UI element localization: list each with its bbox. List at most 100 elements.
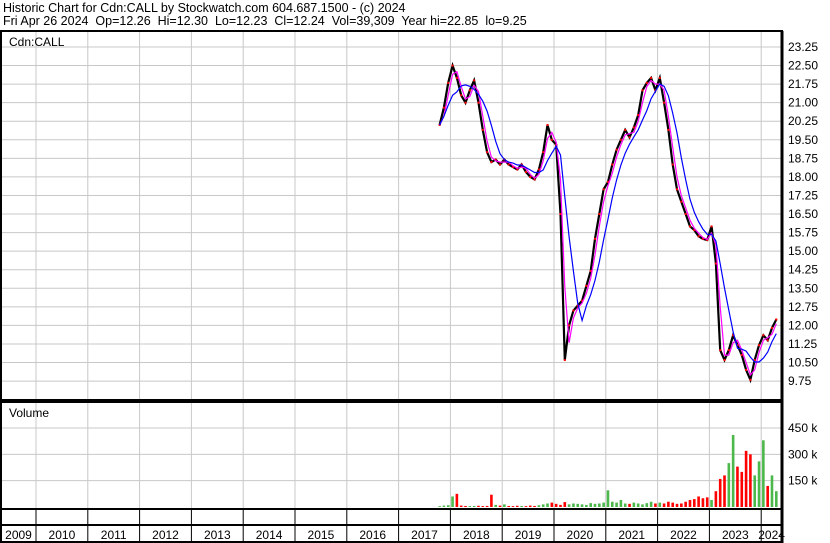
close-mark	[550, 138, 553, 141]
volume-tick-label: 150 k	[788, 474, 818, 488]
close-mark	[619, 138, 622, 141]
volume-bar	[671, 502, 675, 507]
year-label: 2023	[722, 528, 749, 542]
price-tick-label: 23.25	[788, 40, 818, 54]
price-tick-label: 12.00	[788, 318, 818, 332]
close-mark	[468, 89, 471, 92]
close-mark	[563, 359, 566, 362]
close-mark	[477, 101, 480, 104]
volume-bar	[766, 485, 769, 507]
close-mark	[568, 324, 571, 327]
close-mark	[693, 229, 696, 232]
year-label: 2010	[49, 528, 76, 542]
volume-bar	[775, 491, 778, 507]
volume-bar	[442, 505, 446, 507]
volume-bar	[705, 497, 709, 507]
price-tick-label: 20.25	[788, 114, 818, 128]
volume-bar	[658, 502, 662, 507]
close-mark	[775, 318, 778, 321]
close-mark	[481, 128, 484, 131]
close-mark	[594, 237, 597, 240]
volume-bar	[490, 494, 493, 507]
volume-bar	[753, 475, 757, 507]
close-mark	[727, 349, 730, 352]
close-mark	[710, 225, 713, 228]
close-mark	[714, 262, 717, 265]
close-mark	[494, 158, 497, 161]
volume-bar	[749, 454, 752, 507]
price-tick-label: 19.50	[788, 133, 818, 147]
volume-bar	[468, 506, 472, 507]
volume-bar	[762, 440, 765, 507]
volume-bar	[757, 461, 761, 507]
year-label: 2011	[101, 528, 127, 542]
close-mark	[680, 200, 683, 203]
volume-bar	[606, 490, 610, 507]
volume-bar	[446, 505, 450, 507]
volume-bar	[533, 505, 536, 507]
close-mark	[499, 163, 502, 166]
close-mark	[533, 178, 536, 181]
volume-bar	[688, 499, 692, 507]
close-mark	[719, 349, 722, 352]
volume-bar	[744, 450, 748, 507]
volume-bar	[710, 499, 713, 507]
close-mark	[745, 368, 748, 371]
year-label: 2012	[152, 528, 179, 542]
volume-bar	[477, 505, 480, 507]
price-tick-label: 21.00	[788, 96, 818, 110]
volume-bar	[636, 503, 640, 507]
close-mark	[758, 344, 761, 347]
year-label: 2024	[758, 528, 785, 542]
close-mark	[490, 161, 493, 164]
volume-bar	[697, 496, 700, 507]
volume-bar	[731, 435, 735, 507]
year-label: 2014	[256, 528, 283, 542]
year-label: 2009	[5, 528, 32, 542]
price-tick-label: 16.50	[788, 207, 818, 221]
close-mark	[628, 136, 631, 139]
price-tick-label: 9.75	[788, 374, 812, 388]
close-mark	[447, 81, 450, 84]
close-mark	[762, 334, 765, 337]
volume-bar	[580, 504, 584, 507]
year-label: 2021	[618, 528, 645, 542]
volume-bar	[662, 503, 666, 507]
volume-bar	[537, 505, 541, 507]
volume-label: Volume	[9, 406, 49, 420]
price-tick-label: 10.50	[788, 356, 818, 370]
volume-bar	[585, 504, 588, 507]
close-mark	[688, 225, 691, 228]
close-mark	[460, 94, 463, 97]
volume-bar	[438, 506, 441, 507]
close-mark	[667, 128, 670, 131]
volume-bar	[503, 504, 506, 507]
volume-tick-label: 450 k	[788, 421, 818, 435]
close-mark	[606, 180, 609, 183]
year-label: 2015	[308, 528, 335, 542]
volume-bar	[494, 504, 498, 507]
close-mark	[524, 170, 527, 173]
close-mark	[632, 126, 635, 129]
close-mark	[701, 237, 704, 240]
volume-bar	[649, 501, 653, 507]
year-label: 2020	[567, 528, 594, 542]
volume-bar	[481, 506, 485, 507]
volume-bar	[623, 503, 627, 507]
volume-bar	[628, 503, 631, 507]
close-mark	[723, 359, 726, 362]
close-mark	[658, 76, 661, 79]
volume-bar	[680, 503, 683, 507]
price-tick-label: 17.25	[788, 188, 818, 202]
volume-bar	[723, 475, 726, 507]
volume-bar	[576, 503, 580, 507]
close-mark	[736, 344, 739, 347]
close-mark	[581, 299, 584, 302]
volume-bar	[546, 503, 549, 507]
volume-bar	[563, 502, 567, 507]
year-label: 2013	[204, 528, 231, 542]
close-mark	[529, 175, 532, 178]
volume-bar	[593, 503, 597, 507]
volume-bar	[524, 506, 528, 507]
price-tick-label: 22.50	[788, 59, 818, 73]
